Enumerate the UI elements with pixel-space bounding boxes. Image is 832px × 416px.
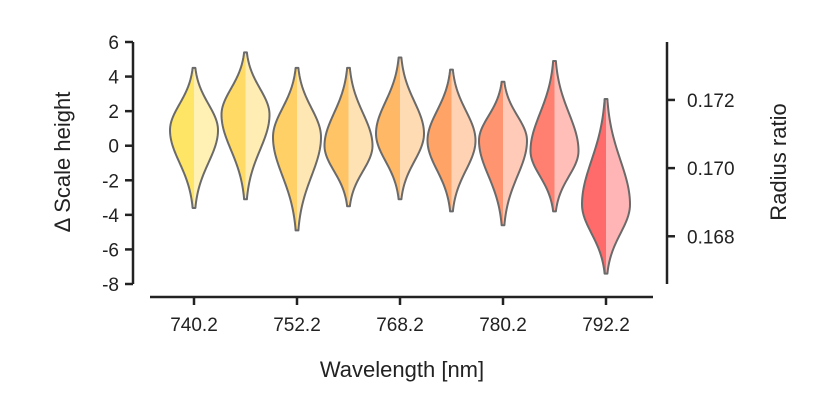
x-ticks: 740.2 752.2 768.2 780.2 792.2 xyxy=(170,297,630,336)
right-y-ticks: 0.168 0.170 0.172 xyxy=(667,91,735,248)
left-y-tick-label: 6 xyxy=(108,33,119,54)
x-tick-label: 768.2 xyxy=(376,315,424,336)
violin-0 xyxy=(169,66,219,209)
violin-1 xyxy=(220,51,271,201)
left-y-tick-label: -8 xyxy=(102,275,119,296)
violin-4 xyxy=(375,56,425,201)
right-y-axis-title: Radius ratio xyxy=(766,103,791,220)
x-axis-title: Wavelength [nm] xyxy=(320,357,484,382)
left-y-tick-label: -6 xyxy=(102,240,119,261)
right-y-tick-label: 0.172 xyxy=(687,91,735,112)
x-tick-label: 752.2 xyxy=(273,315,321,336)
right-y-tick-label: 0.170 xyxy=(687,159,735,180)
left-y-axis-title: Δ Scale height xyxy=(50,92,75,233)
right-y-tick-label: 0.168 xyxy=(687,227,735,248)
violin-layer xyxy=(169,51,631,275)
violin-3 xyxy=(323,66,374,208)
violin-6 xyxy=(478,80,528,227)
x-tick-label: 780.2 xyxy=(479,315,527,336)
violin-2 xyxy=(272,66,322,232)
left-y-tick-label: 2 xyxy=(108,102,119,123)
left-y-tick-label: -4 xyxy=(102,206,119,227)
left-y-tick-label: -2 xyxy=(102,171,119,192)
violin-7 xyxy=(529,60,580,213)
left-y-ticks: 6 4 2 0 -2 -4 -6 -8 xyxy=(102,33,133,296)
x-tick-label: 792.2 xyxy=(582,315,630,336)
left-y-tick-label: 4 xyxy=(108,68,119,89)
left-y-tick-label: 0 xyxy=(108,137,119,158)
violin-8 xyxy=(581,98,631,275)
violin-5 xyxy=(426,68,477,213)
x-tick-label: 740.2 xyxy=(170,315,218,336)
